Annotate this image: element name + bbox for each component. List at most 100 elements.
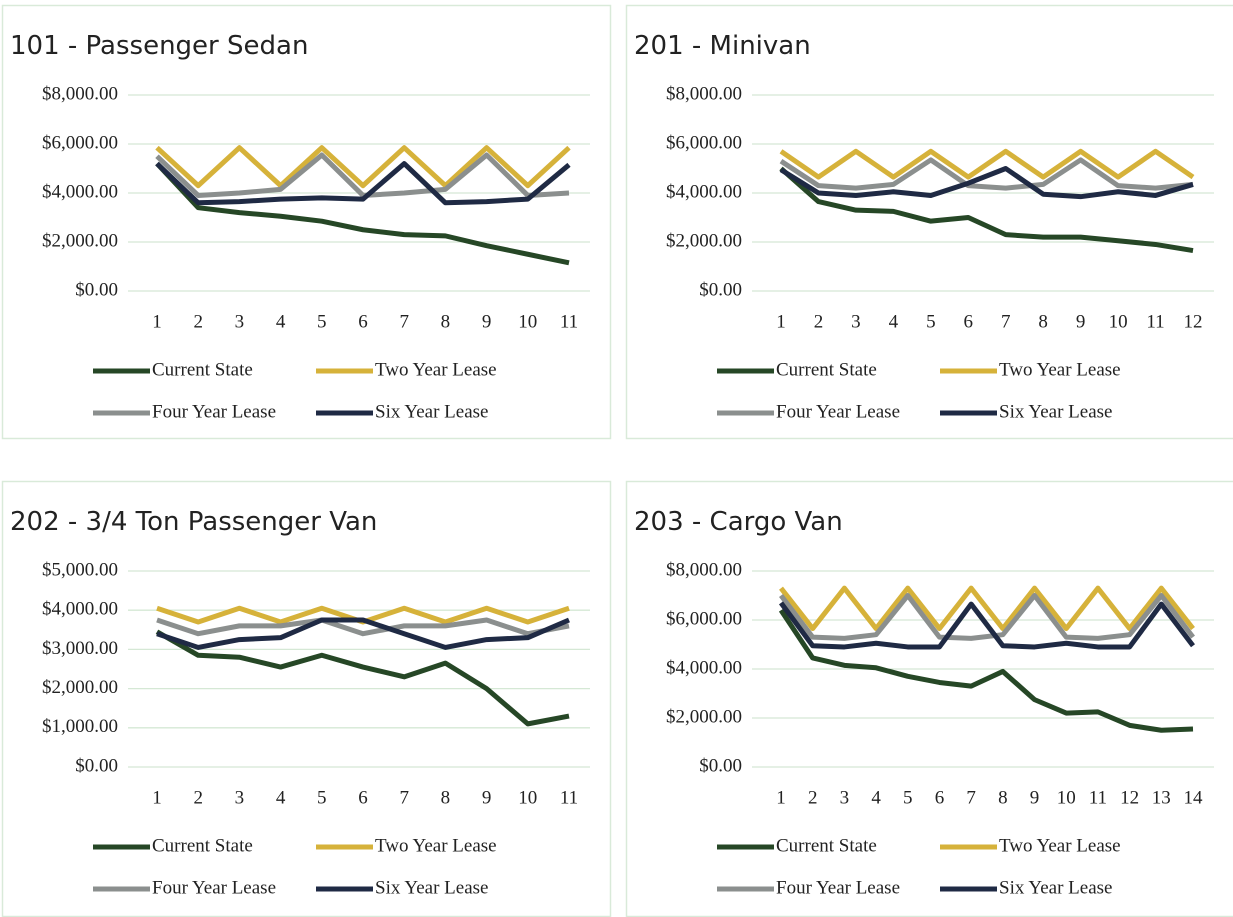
y-tick-label: $8,000.00 [666, 83, 742, 104]
legend-label: Two Year Lease [375, 835, 497, 856]
y-tick-label: $2,000.00 [666, 706, 742, 727]
x-tick-label: 7 [1001, 311, 1011, 332]
x-tick-label: 1 [152, 311, 162, 332]
legend-label: Six Year Lease [375, 401, 488, 422]
series-line [779, 593, 1195, 641]
legend-label: Current State [152, 359, 253, 380]
y-tick-label: $6,000.00 [666, 608, 742, 629]
y-tick-label: $3,000.00 [42, 638, 118, 659]
x-tick-label: 10 [518, 311, 537, 332]
x-tick-label: 10 [1057, 787, 1076, 808]
x-tick-label: 2 [193, 787, 203, 808]
x-tick-label: 1 [776, 787, 786, 808]
x-tick-label: 9 [1076, 311, 1086, 332]
x-tick-label: 12 [1120, 787, 1139, 808]
y-tick-label: $6,000.00 [666, 132, 742, 153]
x-tick-label: 6 [358, 311, 368, 332]
y-tick-label: $4,000.00 [666, 181, 742, 202]
legend-label: Two Year Lease [999, 359, 1121, 380]
x-tick-label: 11 [1146, 311, 1164, 332]
x-tick-label: 5 [926, 311, 936, 332]
series-line [778, 608, 1194, 733]
chart-title: 201 - Minivan [634, 31, 811, 61]
x-tick-label: 3 [840, 787, 850, 808]
x-tick-label: 2 [808, 787, 818, 808]
series-line [155, 629, 570, 727]
series-line [779, 166, 1194, 254]
x-tick-label: 8 [998, 787, 1008, 808]
x-tick-label: 5 [317, 787, 327, 808]
y-tick-label: $4,000.00 [666, 657, 742, 678]
x-tick-label: 1 [776, 311, 786, 332]
y-tick-label: $0.00 [699, 279, 742, 300]
x-tick-label: 2 [814, 311, 824, 332]
x-tick-label: 14 [1184, 787, 1204, 808]
y-tick-label: $0.00 [75, 755, 118, 776]
series-line [155, 145, 571, 189]
panel [1, 480, 612, 917]
y-tick-label: $8,000.00 [666, 559, 742, 580]
y-tick-label: $0.00 [75, 279, 118, 300]
y-tick-label: $1,000.00 [42, 716, 118, 737]
legend-label: Four Year Lease [776, 401, 900, 422]
y-tick-label: $2,000.00 [666, 230, 742, 251]
x-tick-label: 4 [276, 787, 286, 808]
panel [625, 480, 1233, 917]
chart-title: 203 - Cargo Van [634, 507, 843, 537]
series-line [156, 617, 570, 637]
panel [1, 4, 612, 440]
x-tick-label: 9 [1030, 787, 1040, 808]
x-tick-label: 6 [358, 787, 368, 808]
chart-title: 101 - Passenger Sedan [10, 31, 308, 61]
x-tick-label: 9 [482, 787, 492, 808]
y-tick-label: $6,000.00 [42, 132, 118, 153]
x-tick-label: 13 [1152, 787, 1171, 808]
legend-label: Two Year Lease [375, 359, 497, 380]
x-tick-label: 4 [871, 787, 881, 808]
x-tick-label: 3 [235, 311, 245, 332]
y-tick-label: $4,000.00 [42, 599, 118, 620]
legend-label: Six Year Lease [999, 401, 1112, 422]
legend-label: Two Year Lease [999, 835, 1121, 856]
x-tick-label: 4 [889, 311, 899, 332]
series-line [779, 585, 1195, 632]
x-tick-label: 11 [560, 787, 578, 808]
series-line [779, 148, 1195, 180]
x-tick-label: 8 [1038, 311, 1048, 332]
legend-label: Current State [776, 835, 877, 856]
y-tick-label: $8,000.00 [42, 83, 118, 104]
x-tick-label: 7 [399, 311, 409, 332]
series-line [155, 161, 570, 266]
x-tick-label: 2 [193, 311, 203, 332]
series-line [156, 617, 570, 650]
x-tick-label: 11 [560, 311, 578, 332]
x-tick-label: 12 [1184, 311, 1203, 332]
x-tick-label: 3 [851, 311, 861, 332]
x-tick-label: 3 [235, 787, 245, 808]
legend-label: Six Year Lease [375, 877, 488, 898]
legend-label: Four Year Lease [152, 401, 276, 422]
y-tick-label: $2,000.00 [42, 677, 118, 698]
x-tick-label: 1 [152, 787, 162, 808]
chart-title: 202 - 3/4 Ton Passenger Van [10, 507, 377, 537]
x-tick-label: 11 [1089, 787, 1107, 808]
x-tick-label: 4 [276, 311, 286, 332]
legend-label: Four Year Lease [776, 877, 900, 898]
x-tick-label: 7 [966, 787, 976, 808]
x-tick-label: 6 [964, 311, 974, 332]
x-tick-label: 9 [482, 311, 492, 332]
series-line [155, 152, 570, 198]
legend-label: Current State [776, 359, 877, 380]
series-line [779, 157, 1194, 191]
legend-label: Four Year Lease [152, 877, 276, 898]
x-tick-label: 10 [1109, 311, 1128, 332]
y-tick-label: $2,000.00 [42, 230, 118, 251]
series-line [779, 166, 1194, 200]
y-tick-label: $0.00 [699, 755, 742, 776]
x-tick-label: 10 [518, 787, 537, 808]
series-line [155, 161, 571, 206]
x-tick-label: 8 [441, 787, 451, 808]
legend-label: Six Year Lease [999, 877, 1112, 898]
x-tick-label: 5 [903, 787, 913, 808]
